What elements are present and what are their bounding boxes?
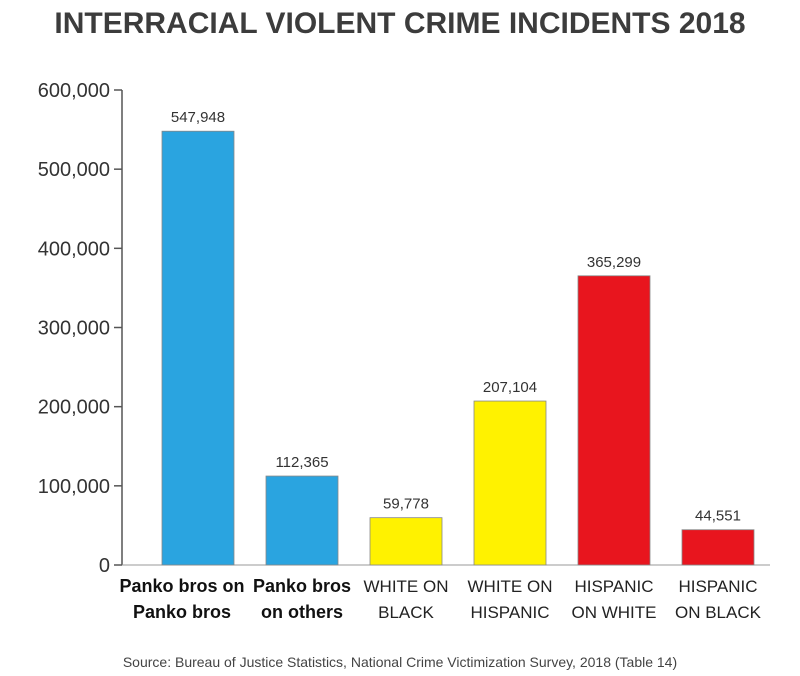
y-tick-label: 400,000 bbox=[38, 238, 110, 260]
x-category-label: HISPANIC bbox=[470, 603, 549, 622]
bar bbox=[577, 275, 651, 566]
bar-value-label: 59,778 bbox=[383, 496, 429, 513]
bar-value-label: 547,948 bbox=[171, 109, 225, 126]
x-category-label: Panko bros bbox=[133, 602, 231, 622]
bar-value-label: 112,365 bbox=[275, 454, 328, 471]
bar-value-label: 44,551 bbox=[695, 508, 741, 525]
chart-title: INTERRACIAL VIOLENT CRIME INCIDENTS 2018 bbox=[54, 7, 745, 40]
x-category-label: WHITE ON bbox=[364, 577, 449, 596]
y-tick-label: 0 bbox=[99, 555, 110, 577]
x-category-label: Panko bros bbox=[253, 576, 351, 596]
bar bbox=[265, 475, 339, 566]
x-category-label: WHITE ON bbox=[468, 577, 553, 596]
bar bbox=[473, 400, 547, 566]
bar bbox=[681, 529, 755, 566]
x-category-label: HISPANIC bbox=[678, 577, 757, 596]
y-tick-label: 100,000 bbox=[38, 476, 110, 498]
x-category-label: HISPANIC bbox=[574, 577, 653, 596]
bar bbox=[369, 517, 443, 566]
x-axis-labels: Panko bros on Panko bros Panko bros on othe… bbox=[119, 576, 761, 622]
x-category-label: ON WHITE bbox=[572, 603, 657, 622]
x-category-label: ON BLACK bbox=[675, 603, 762, 622]
bar bbox=[161, 130, 235, 566]
x-category-label: BLACK bbox=[378, 603, 434, 622]
x-category-label: Panko bros on bbox=[119, 576, 244, 596]
bar-value-label: 365,299 bbox=[587, 254, 641, 271]
y-tick-label: 200,000 bbox=[38, 397, 110, 419]
source-note: Source: Bureau of Justice Statistics, Na… bbox=[123, 654, 677, 670]
y-tick-label: 500,000 bbox=[38, 159, 110, 181]
bars-group: 547,948 112,365 59,778 207,104 365,299 44,551 bbox=[161, 109, 755, 566]
x-category-label: on others bbox=[261, 602, 343, 622]
y-tick-label: 300,000 bbox=[38, 318, 110, 340]
bar-value-label: 207,104 bbox=[483, 379, 537, 396]
y-axis: 0 100,000 200,000 300,000 400,000 500,000 600,… bbox=[38, 80, 770, 577]
y-tick-label: 600,000 bbox=[38, 80, 110, 102]
